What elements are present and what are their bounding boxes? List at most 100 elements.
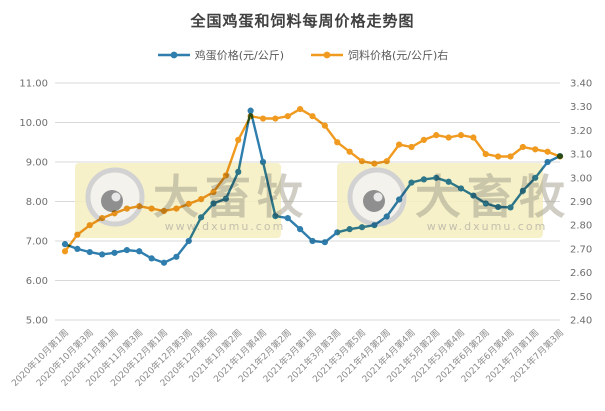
watermark-url: www.dxumu.com — [165, 220, 286, 233]
feed-price-point — [470, 134, 477, 141]
egg-price-point — [420, 176, 427, 183]
svg-text:2.50: 2.50 — [570, 292, 592, 303]
legend-label-egg-price: 鸡蛋价格(元/公斤) — [194, 49, 284, 62]
egg-price-point — [160, 259, 168, 266]
legend-item-egg-price[interactable]: 鸡蛋价格(元/公斤) — [157, 47, 284, 63]
svg-text:6.00: 6.00 — [26, 276, 48, 287]
svg-text:11.00: 11.00 — [19, 79, 48, 90]
left-axis-ticks: 11.00 10.00 9.00 8.00 7.00 6.00 5.00 — [19, 79, 48, 327]
feed-price-point — [334, 139, 341, 146]
legend-item-feed-price[interactable]: 饲料价格(元/公斤)右 — [310, 47, 448, 63]
feed-price-point — [532, 146, 539, 153]
feed-line-marker-icon — [311, 51, 343, 59]
feed-price-point — [210, 188, 217, 196]
feed-price-point — [185, 200, 192, 207]
egg-price-point — [185, 237, 192, 245]
egg-price-point — [136, 248, 143, 255]
chart-legend: 鸡蛋价格(元/公斤) 饲料价格(元/公斤)右 — [0, 47, 605, 63]
egg-price-point — [321, 239, 328, 246]
svg-text:2.80: 2.80 — [570, 221, 592, 232]
egg-price-point — [284, 214, 291, 222]
svg-text:5.00: 5.00 — [26, 316, 48, 327]
feed-price-series — [61, 105, 564, 255]
feed-price-point — [396, 141, 403, 148]
svg-text:3.40: 3.40 — [570, 79, 592, 90]
egg-price-point — [519, 187, 526, 194]
legend-label-feed-price: 饲料价格(元/公斤)右 — [348, 49, 449, 62]
feed-price-point — [247, 113, 254, 120]
egg-price-point — [309, 237, 316, 245]
feed-price-point — [457, 132, 465, 139]
egg-price-point — [74, 245, 81, 252]
egg-price-point — [445, 178, 452, 185]
svg-text:8.00: 8.00 — [26, 197, 48, 208]
feed-price-point — [309, 113, 316, 120]
egg-price-point — [222, 195, 229, 202]
egg-price-point — [123, 246, 130, 254]
egg-price-point — [334, 229, 341, 236]
feed-price-point — [544, 148, 551, 155]
feed-price-point — [148, 205, 155, 212]
egg-price-point — [235, 168, 242, 175]
egg-price-point — [457, 185, 465, 192]
egg-price-point — [148, 255, 155, 262]
egg-price-point — [198, 214, 205, 221]
feed-price-point — [86, 222, 93, 229]
egg-price-point — [61, 241, 69, 248]
egg-price-point — [173, 253, 180, 260]
egg-price-point — [383, 213, 390, 220]
watermark-url: www.dxumu.com — [427, 220, 548, 233]
egg-price-point — [507, 204, 514, 211]
feed-price-point — [297, 105, 304, 113]
feed-price-point — [433, 132, 440, 139]
egg-price-point — [408, 179, 415, 186]
chart-title: 全国鸡蛋和饲料每周价格走势图 — [190, 12, 415, 30]
feed-price-point — [259, 115, 267, 122]
feed-price-point — [272, 115, 279, 122]
egg-price-point — [346, 226, 353, 233]
feed-price-point — [371, 160, 378, 167]
svg-text:2.60: 2.60 — [570, 268, 592, 279]
feed-price-point — [358, 158, 366, 165]
egg-price-point — [111, 249, 118, 256]
feed-price-point — [160, 207, 168, 215]
feed-price-point — [222, 172, 229, 179]
egg-price-point — [544, 158, 551, 166]
svg-text:2.40: 2.40 — [570, 316, 592, 327]
feed-price-point — [111, 210, 118, 217]
svg-text:3.20: 3.20 — [570, 126, 592, 137]
feed-price-point — [445, 134, 452, 141]
feed-price-point — [495, 153, 502, 160]
feed-price-point — [383, 158, 390, 165]
egg-price-point — [210, 200, 217, 207]
feed-price-point — [235, 136, 242, 143]
egg-price-point — [482, 200, 489, 207]
egg-price-point — [247, 107, 254, 114]
egg-price-point — [495, 203, 502, 211]
svg-text:9.00: 9.00 — [26, 158, 48, 169]
feed-price-point — [556, 153, 564, 160]
egg-price-point — [532, 174, 539, 181]
x-axis-ticks: 2020年10月第1周2020年10月第3周2020年11月第1周2020年11… — [9, 327, 566, 389]
feed-price-point — [99, 214, 106, 222]
egg-price-point — [297, 226, 304, 233]
feed-price-point — [408, 143, 415, 151]
right-axis-ticks: 3.40 3.30 3.20 3.10 3.00 2.90 2.80 2.70 2.60 2.50… — [570, 79, 592, 327]
egg-price-point — [272, 213, 279, 220]
egg-price-point — [99, 251, 106, 258]
feed-price-point — [507, 153, 514, 160]
egg-price-point — [371, 222, 378, 229]
egg-line-marker-icon — [157, 51, 190, 59]
feed-price-point — [74, 231, 81, 238]
egg-price-point — [396, 196, 403, 203]
egg-price-point — [259, 158, 267, 166]
feed-price-point — [284, 113, 291, 120]
svg-text:3.30: 3.30 — [570, 102, 592, 113]
svg-text:7.00: 7.00 — [26, 237, 48, 248]
feed-price-point — [346, 148, 353, 155]
feed-price-point — [61, 248, 69, 255]
svg-text:2.70: 2.70 — [570, 244, 592, 255]
